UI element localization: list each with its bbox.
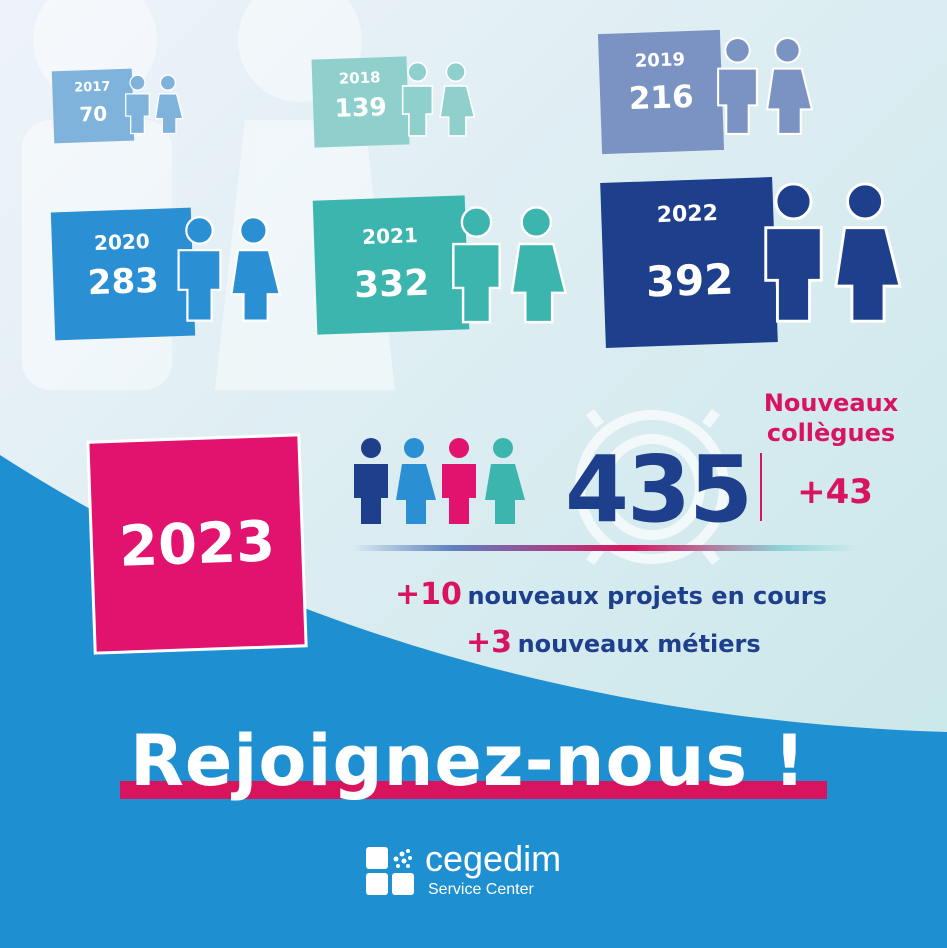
projects-text: nouveaux projets en cours	[467, 582, 827, 610]
year-card-2019: 2019 216	[597, 29, 725, 155]
projects-line: +10 nouveaux projets en cours	[395, 577, 827, 612]
year-label: 2018	[338, 68, 381, 88]
people-icon-2021	[452, 206, 568, 324]
year-count: 216	[628, 78, 695, 118]
person-navy	[354, 438, 388, 524]
total-count: 435	[565, 436, 753, 543]
brand-name: cegedim	[425, 838, 562, 879]
cta-underline	[120, 781, 827, 799]
year-label: 2022	[656, 200, 719, 229]
year-count: 392	[644, 254, 735, 307]
four-people-icon	[354, 438, 525, 524]
person-pair	[177, 216, 282, 322]
year-card-2022: 2022 392	[600, 177, 778, 348]
new-colleagues-value: +43	[797, 472, 873, 512]
blue-wave	[0, 455, 947, 948]
year-label: 2021	[361, 223, 419, 249]
person-pair	[764, 182, 902, 323]
year-label: 2019	[634, 49, 686, 72]
person-blue	[396, 438, 436, 524]
year-card-2018: 2018 139	[311, 56, 410, 148]
person-pair	[125, 74, 184, 135]
divider	[760, 453, 762, 521]
highlight-year-card: 2023	[89, 436, 305, 652]
gradient-underline	[352, 545, 857, 551]
people-icon-2020	[177, 216, 282, 322]
new-colleagues-label: Nouveaux collègues	[763, 389, 899, 447]
jobs-number: +3	[466, 625, 513, 660]
target-rings	[575, 408, 729, 566]
year-label: 2017	[74, 79, 111, 96]
person-pair	[401, 61, 476, 137]
people-icon-2017	[125, 74, 184, 135]
person-teal	[485, 438, 525, 524]
person-pair	[452, 206, 568, 324]
person-pink	[442, 438, 476, 524]
year-count: 139	[334, 92, 388, 123]
people-icon-2019	[717, 37, 814, 135]
join-us-headline: Rejoignez-nous !	[130, 720, 807, 802]
people-icon-2022	[764, 182, 902, 323]
person-pair	[717, 37, 814, 135]
jobs-line: +3 nouveaux métiers	[466, 625, 761, 660]
projects-number: +10	[395, 577, 462, 612]
people-icon-2018	[401, 61, 476, 137]
brand-subtitle: Service Center	[428, 881, 534, 898]
cegedim-logo-icon	[366, 847, 414, 895]
jobs-text: nouveaux métiers	[517, 630, 761, 658]
